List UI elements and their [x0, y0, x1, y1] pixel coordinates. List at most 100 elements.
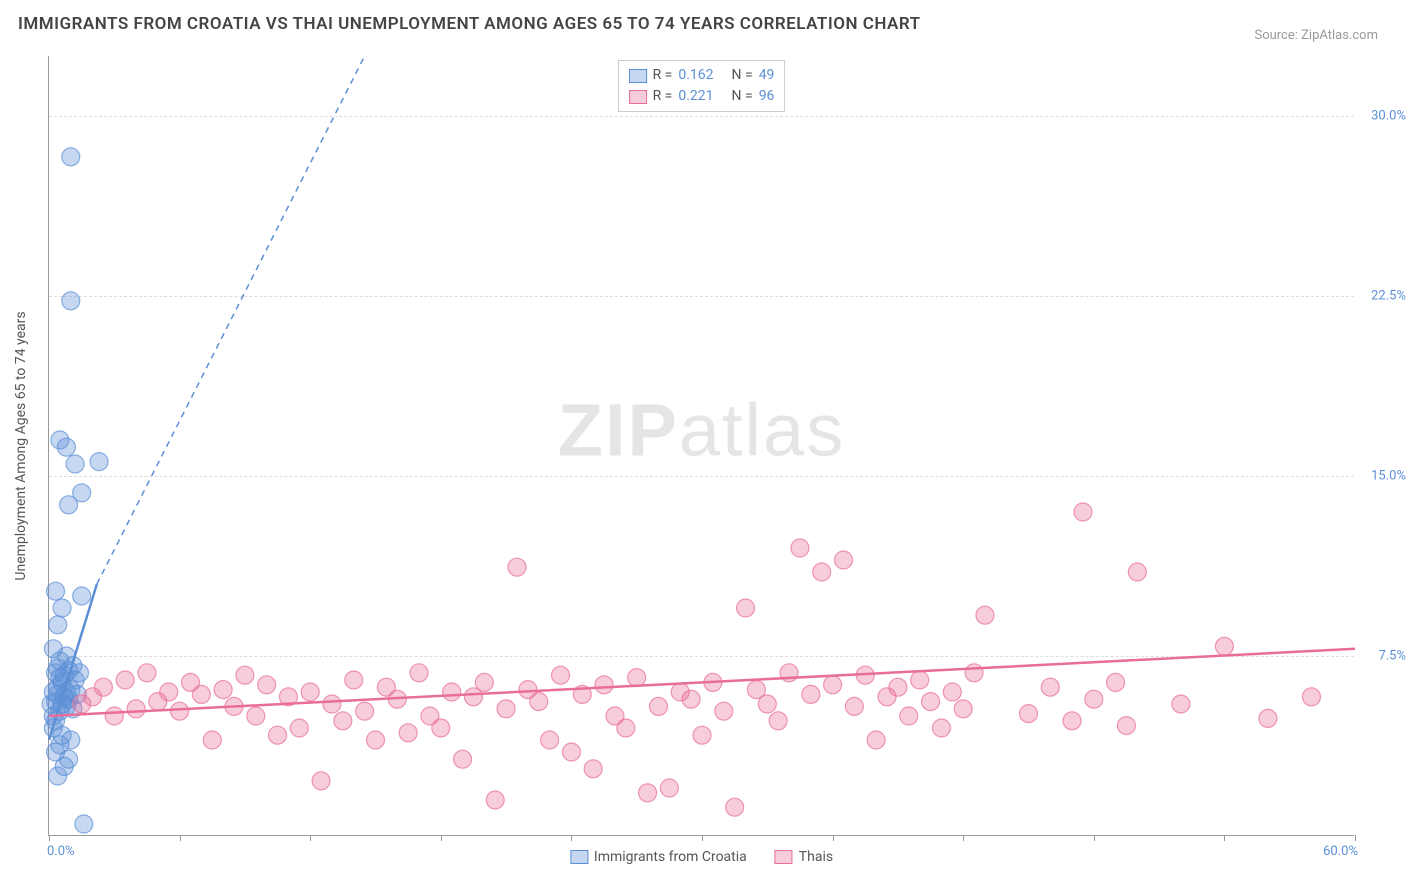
legend-item-croatia: Immigrants from Croatia: [570, 849, 747, 865]
x-tick: [441, 835, 442, 841]
scatter-point: [171, 702, 189, 720]
scatter-point: [824, 676, 842, 694]
scatter-point: [454, 750, 472, 768]
scatter-point: [867, 731, 885, 749]
scatter-point: [617, 719, 635, 737]
y-axis-label: Unemployment Among Ages 65 to 74 years: [13, 311, 29, 580]
chart-plot-area: Unemployment Among Ages 65 to 74 years 7…: [48, 56, 1354, 836]
scatter-point: [138, 664, 156, 682]
scatter-point: [954, 700, 972, 718]
x-tick: [180, 835, 181, 841]
y-tick-label: 7.5%: [1358, 649, 1406, 664]
scatter-point: [334, 712, 352, 730]
scatter-point: [323, 695, 341, 713]
scatter-point: [758, 695, 776, 713]
scatter-point: [356, 702, 374, 720]
scatter-point: [1085, 690, 1103, 708]
scatter-point: [737, 599, 755, 617]
scatter-point: [432, 719, 450, 737]
scatter-point: [1074, 503, 1092, 521]
y-tick-label: 15.0%: [1358, 469, 1406, 484]
scatter-point: [1172, 695, 1190, 713]
x-tick: [571, 835, 572, 841]
scatter-point: [911, 671, 929, 689]
legend-item-thais: Thais: [775, 849, 833, 865]
y-tick-label: 22.5%: [1358, 289, 1406, 304]
legend-label-croatia: Immigrants from Croatia: [594, 849, 747, 865]
scatter-point: [584, 760, 602, 778]
scatter-point: [70, 664, 88, 682]
scatter-point: [660, 779, 678, 797]
scatter-point: [845, 697, 863, 715]
legend-label-thais: Thais: [799, 849, 833, 865]
x-tick-label-max: 60.0%: [1323, 844, 1358, 859]
scatter-point: [62, 148, 80, 166]
scatter-point: [715, 702, 733, 720]
scatter-point: [214, 681, 232, 699]
scatter-point: [44, 683, 62, 701]
scatter-point: [51, 431, 69, 449]
scatter-point: [44, 640, 62, 658]
scatter-point: [49, 616, 67, 634]
scatter-point: [1063, 712, 1081, 730]
scatter-point: [834, 551, 852, 569]
scatter-point: [1041, 678, 1059, 696]
scatter-point: [60, 750, 78, 768]
scatter-point: [236, 666, 254, 684]
scatter-point: [269, 726, 287, 744]
scatter-point: [301, 683, 319, 701]
scatter-point: [562, 743, 580, 761]
scatter-point: [1128, 563, 1146, 581]
scatter-point: [497, 700, 515, 718]
scatter-point: [486, 791, 504, 809]
scatter-point: [726, 798, 744, 816]
scatter-point: [595, 676, 613, 694]
scatter-point: [192, 685, 210, 703]
scatter-point: [475, 673, 493, 691]
scatter-point: [1020, 705, 1038, 723]
scatter-point: [508, 558, 526, 576]
scatter-point: [889, 678, 907, 696]
x-tick: [1094, 835, 1095, 841]
scatter-point: [247, 707, 265, 725]
scatter-point: [900, 707, 918, 725]
scatter-point: [49, 767, 67, 785]
scatter-point: [639, 784, 657, 802]
scatter-point: [943, 683, 961, 701]
scatter-point: [73, 484, 91, 502]
trend-line-extrapolated: [97, 56, 365, 584]
x-tick: [833, 835, 834, 841]
scatter-point: [258, 676, 276, 694]
scatter-point: [47, 582, 65, 600]
scatter-point: [541, 731, 559, 749]
scatter-point: [530, 693, 548, 711]
scatter-point: [62, 731, 80, 749]
scatter-point: [443, 683, 461, 701]
x-tick: [1355, 835, 1356, 841]
chart-title: IMMIGRANTS FROM CROATIA VS THAI UNEMPLOY…: [18, 14, 921, 34]
scatter-point: [682, 690, 700, 708]
scatter-point: [1259, 709, 1277, 727]
x-tick: [49, 835, 50, 841]
scatter-point: [345, 671, 363, 689]
scatter-point: [367, 731, 385, 749]
scatter-point: [94, 678, 112, 696]
scatter-point: [965, 664, 983, 682]
scatter-point: [312, 772, 330, 790]
scatter-point: [802, 685, 820, 703]
scatter-point: [399, 724, 417, 742]
scatter-point: [922, 693, 940, 711]
scatter-point: [116, 671, 134, 689]
scatter-point: [410, 664, 428, 682]
scatter-point: [53, 599, 71, 617]
x-tick: [1224, 835, 1225, 841]
x-tick-label-0: 0.0%: [47, 844, 75, 859]
source-attribution: Source: ZipAtlas.com: [1254, 28, 1378, 43]
series-legend: Immigrants from Croatia Thais: [570, 849, 833, 865]
scatter-point: [1117, 717, 1135, 735]
scatter-point: [769, 712, 787, 730]
y-tick-label: 30.0%: [1358, 109, 1406, 124]
scatter-point: [90, 453, 108, 471]
swatch-pink-icon: [775, 850, 793, 864]
scatter-point: [791, 539, 809, 557]
